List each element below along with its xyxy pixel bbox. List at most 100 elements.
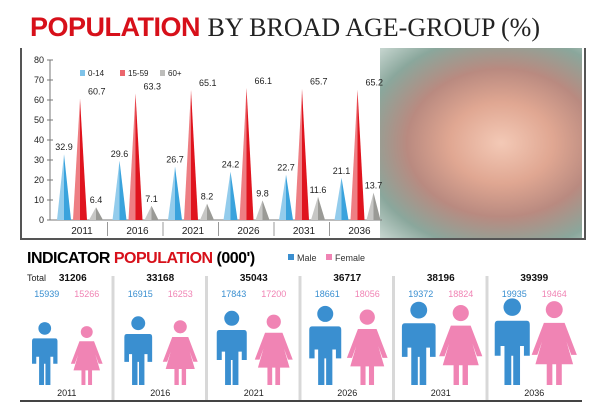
data-label: 29.6 [111,149,129,159]
female-value: 18056 [355,289,380,299]
spike-light-60+ [255,200,263,220]
total-label: Total [27,273,46,283]
y-tick-label: 20 [34,175,44,185]
male-icon [401,301,436,385]
data-label: 24.2 [222,160,240,170]
spike-60+ [151,205,159,220]
female-head [266,314,281,329]
y-tick-label: 60 [34,95,44,105]
male-value: 15939 [34,289,59,299]
panel-divider [485,276,489,400]
legend-swatch [80,70,85,76]
female-value: 15266 [74,289,99,299]
female-icon [162,320,198,385]
year-label: 2021 [244,388,264,398]
data-label: 26.7 [166,155,184,165]
total-value: 36717 [333,273,361,284]
section-title-unit: (000') [216,250,256,267]
female-body [162,336,198,385]
data-label: 21.1 [333,166,351,176]
male-body [216,329,247,385]
spike-15-59 [302,88,309,220]
female-icon [531,301,577,385]
y-tick-label: 0 [39,215,44,225]
male-body [494,320,530,385]
panel-divider [392,276,395,400]
baby-feet-photo [380,48,582,238]
female-body [439,325,483,385]
female-body [346,329,388,385]
spike-0-14 [64,154,71,220]
legend-swatch [326,254,332,260]
data-label: 22.7 [277,163,295,173]
legend-swatch [160,70,165,76]
data-label: 60.7 [88,87,106,97]
data-label: 66.1 [255,76,273,86]
legend-swatch [288,254,294,260]
y-tick-label: 70 [34,75,44,85]
x-tick-label: 2021 [182,226,205,237]
legend-label: Male [297,253,317,263]
spike-60+ [207,203,214,220]
section-title-word2: POPULATION [113,250,213,267]
page-title: POPULATION BY BROAD AGE-GROUP (%) [30,12,540,43]
female-body [70,341,103,385]
male-icon [32,322,58,385]
title-rest: BY BROAD AGE-GROUP (%) [207,13,540,42]
spike-60+ [318,196,325,220]
spike-light-0-14 [57,154,64,220]
data-label: 8.2 [201,192,214,202]
title-highlight: POPULATION [30,12,201,42]
spike-light-15-59 [350,89,358,220]
male-value: 19935 [502,289,527,299]
spike-light-15-59 [239,87,247,220]
male-head [131,316,146,331]
male-value: 19372 [408,289,433,299]
year-label: 2026 [337,388,357,398]
section-title-word1: INDICATOR [27,250,110,267]
male-value: 16915 [128,289,153,299]
female-head [452,304,469,322]
legend-label: 15-59 [128,69,149,78]
female-value: 19464 [542,289,567,299]
data-label: 7.1 [145,194,158,204]
female-value: 17200 [261,289,286,299]
legend-swatch [120,70,125,76]
spike-light-0-14 [168,166,175,220]
male-icon [124,316,153,385]
y-tick-label: 40 [34,135,44,145]
male-head [224,310,240,326]
total-value: 39399 [520,273,548,284]
spike-0-14 [119,160,127,220]
female-icon [70,326,103,385]
spike-light-60+ [311,196,318,220]
spike-light-60+ [366,192,374,220]
spike-light-0-14 [279,174,286,220]
spike-light-60+ [89,207,96,220]
spike-15-59 [191,89,198,220]
panel-divider [111,276,115,400]
legend-label: Female [335,253,365,263]
male-icon [216,310,247,385]
male-icon [494,298,530,385]
data-label: 65.2 [366,78,384,88]
spike-60+ [373,192,381,220]
male-body [32,338,58,385]
spike-0-14 [341,177,349,220]
male-head [317,305,334,322]
spike-15-59 [357,89,365,220]
x-tick-label: 2036 [348,226,371,237]
data-label: 32.9 [55,142,73,152]
female-body [254,332,293,385]
y-tick-label: 50 [34,115,44,125]
data-label: 13.7 [365,181,383,191]
male-head [410,301,428,319]
year-label: 2031 [431,388,451,398]
spike-0-14 [230,171,238,220]
spike-15-59 [80,98,87,220]
x-tick-label: 2016 [126,226,149,237]
spike-light-15-59 [128,93,136,220]
legend-label: 60+ [168,69,182,78]
